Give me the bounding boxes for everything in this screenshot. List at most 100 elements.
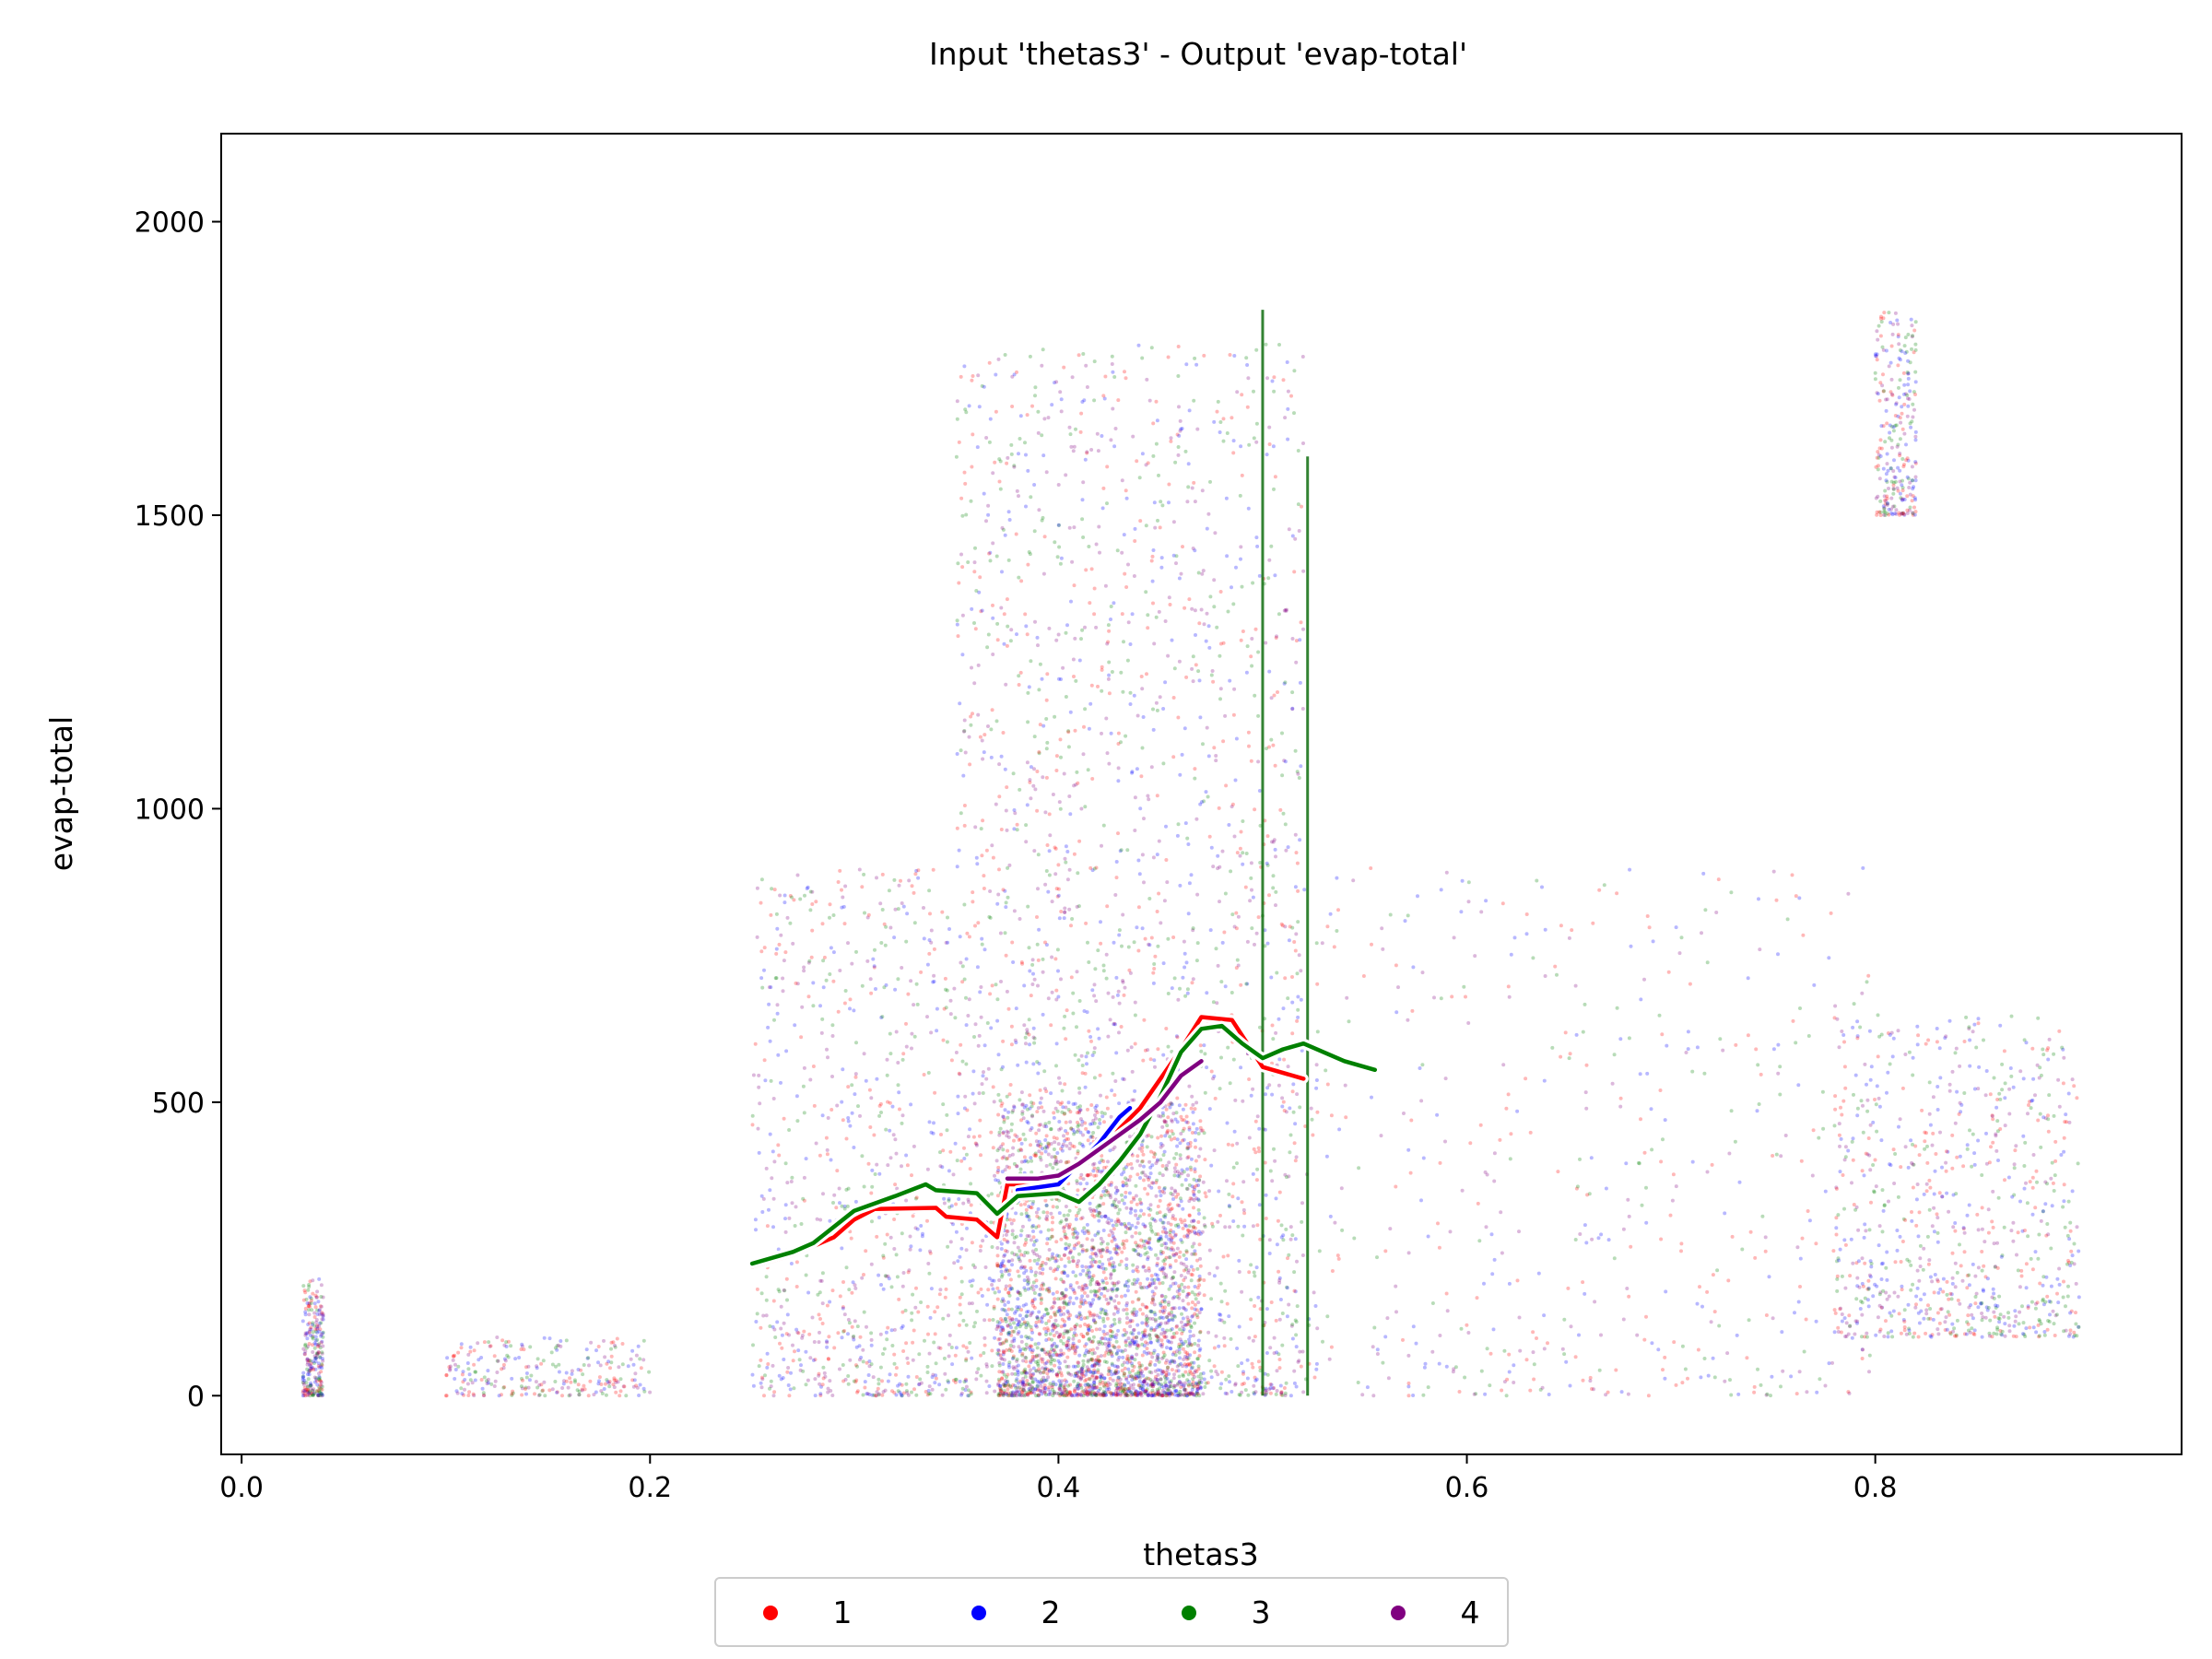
scatter-point: [1273, 573, 1277, 578]
scatter-point: [1021, 1265, 1026, 1270]
scatter-point: [301, 1374, 306, 1379]
scatter-point: [1202, 1131, 1206, 1135]
scatter-point: [1088, 1391, 1093, 1395]
scatter-point: [1077, 353, 1081, 358]
scatter-point: [1162, 899, 1167, 903]
scatter-point: [986, 512, 991, 517]
scatter-point: [463, 1387, 466, 1392]
scatter-point: [557, 1362, 561, 1367]
scatter-point: [830, 1075, 834, 1078]
scatter-point: [1096, 1340, 1100, 1345]
scatter-point: [582, 1363, 586, 1367]
scatter-point: [801, 1196, 806, 1201]
scatter-point: [1130, 771, 1135, 775]
scatter-point: [1239, 638, 1243, 642]
scatter-point: [1092, 994, 1097, 998]
scatter-point: [1180, 427, 1184, 430]
scatter-point: [857, 1344, 862, 1348]
scatter-point: [1169, 1328, 1172, 1333]
scatter-point: [794, 1260, 799, 1265]
scatter-point: [1157, 609, 1161, 614]
scatter-point: [825, 1339, 829, 1344]
scatter-point: [984, 1391, 989, 1395]
scatter-point: [1205, 611, 1209, 616]
scatter-point: [1146, 1382, 1150, 1387]
scatter-point: [621, 1384, 626, 1389]
scatter-point: [877, 1103, 882, 1108]
scatter-point: [459, 1346, 464, 1350]
scatter-point: [963, 407, 968, 412]
scatter-point: [1160, 1124, 1165, 1129]
scatter-point: [305, 1389, 310, 1394]
scatter-point: [1149, 765, 1154, 770]
scatter-point: [1077, 1111, 1081, 1115]
scatter-point: [1107, 1369, 1112, 1373]
scatter-point: [1015, 1164, 1019, 1169]
scatter-point: [1066, 730, 1071, 735]
scatter-point: [1147, 1284, 1151, 1288]
scatter-point: [877, 1393, 881, 1397]
scatter-point: [1192, 398, 1196, 403]
scatter-point: [1050, 403, 1054, 407]
scatter-point: [520, 1376, 524, 1381]
scatter-point: [1103, 1266, 1108, 1271]
scatter-point: [1265, 861, 1269, 865]
scatter-point: [856, 1104, 860, 1109]
scatter-point: [502, 1385, 507, 1389]
scatter-point: [947, 1169, 951, 1173]
scatter-point: [977, 1091, 982, 1096]
scatter-point: [559, 1339, 563, 1343]
scatter-point: [304, 1297, 309, 1301]
scatter-point: [1116, 831, 1120, 836]
scatter-point: [891, 1133, 896, 1137]
scatter-point: [893, 1182, 898, 1187]
scatter-point: [1231, 1057, 1236, 1062]
scatter-point: [1052, 1334, 1056, 1337]
scatter-point: [1073, 1291, 1077, 1295]
scatter-point: [947, 1205, 952, 1209]
scatter-point: [1283, 1394, 1288, 1397]
scatter-point: [1065, 623, 1069, 628]
scatter-point: [1109, 1276, 1112, 1280]
scatter-point: [1185, 987, 1190, 992]
scatter-point: [1037, 1128, 1041, 1133]
scatter-point: [1196, 1374, 1201, 1379]
scatter-point: [1012, 808, 1017, 812]
scatter-point: [1244, 982, 1249, 986]
scatter-point: [946, 1244, 950, 1249]
scatter-point: [794, 1327, 799, 1332]
scatter-point: [841, 904, 846, 909]
scatter-point: [1040, 677, 1044, 681]
scatter-point: [858, 1113, 862, 1118]
scatter-point: [1185, 1323, 1190, 1327]
scatter-point: [564, 1371, 569, 1375]
scatter-point: [962, 902, 967, 907]
scatter-point: [566, 1385, 571, 1390]
scatter-point: [813, 1377, 818, 1382]
scatter-point: [964, 410, 969, 415]
scatter-point: [973, 1022, 978, 1027]
scatter-point: [1121, 1355, 1125, 1359]
scatter-point: [1077, 839, 1082, 843]
scatter-point: [954, 1346, 959, 1350]
scatter-point: [1073, 728, 1077, 733]
scatter-point: [1189, 1382, 1194, 1387]
scatter-point: [317, 1389, 322, 1394]
scatter-point: [814, 1141, 818, 1146]
scatter-point: [1063, 1359, 1067, 1364]
scatter-point: [852, 1337, 856, 1342]
scatter-point: [808, 1356, 813, 1360]
scatter-point: [997, 1278, 1002, 1282]
scatter-point: [1055, 555, 1060, 559]
scatter-point: [1140, 746, 1145, 750]
scatter-point: [1191, 928, 1195, 933]
scatter-point: [1192, 1193, 1196, 1197]
scatter-point: [972, 570, 977, 574]
scatter-point: [1189, 1278, 1194, 1283]
scatter-point: [1044, 747, 1049, 751]
scatter-point: [1265, 1372, 1270, 1377]
scatter-point: [1002, 641, 1006, 646]
scatter-point: [983, 1265, 988, 1269]
scatter-point: [1198, 1043, 1203, 1048]
scatter-point: [851, 1280, 855, 1285]
